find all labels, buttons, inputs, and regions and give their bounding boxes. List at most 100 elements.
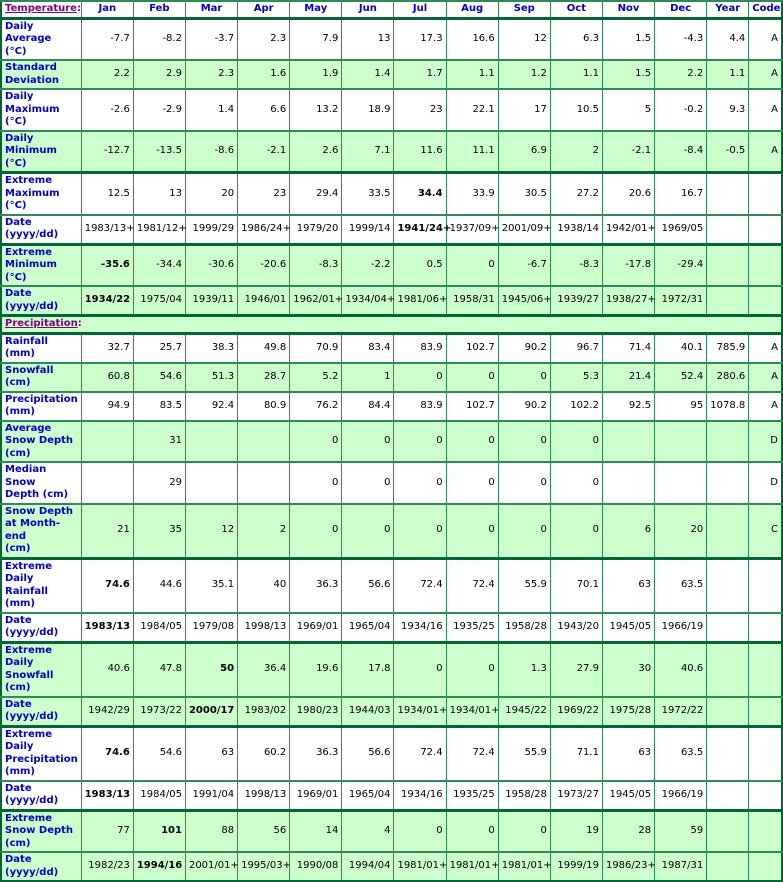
month-value-cell: -0.2 [654, 88, 707, 131]
month-value-cell: 95 [654, 390, 707, 421]
month-value-cell: 17 [497, 88, 551, 131]
table-row: Rainfall (mm) 32.7 25.7 38.3 49.8 70.9 83.4 83.… [1, 331, 782, 363]
column-header-aug: Aug [445, 0, 499, 18]
month-value-cell: 1945/06+ [497, 285, 552, 316]
column-header-feb: Feb [132, 0, 186, 18]
month-value-cell: 1975/04 [132, 285, 186, 316]
month-value-cell: 2 [237, 502, 290, 558]
month-value-cell: 1973/22 [132, 695, 186, 726]
month-value-cell: 11.6 [393, 129, 447, 173]
precipitation-section-label-colon: : [77, 318, 82, 329]
month-value-cell: 1969/22 [549, 695, 603, 726]
month-value-cell: 36.4 [237, 640, 290, 697]
table-row: Extreme Daily Rainfall (mm) 74.6 44.6 35.1 4… [1, 556, 782, 613]
month-value-cell: 94.9 [80, 390, 134, 421]
month-value-cell: 0 [445, 502, 499, 558]
month-value-cell: 1987/31 [654, 851, 707, 881]
month-value-cell: 5.3 [549, 361, 603, 392]
month-value-cell: 1969/05 [654, 213, 707, 244]
month-value-cell: -30.6 [184, 242, 238, 286]
code-cell [748, 640, 782, 697]
table-row: Date (yyyy/dd) 1934/22 1975/04 1939/11 1946/… [1, 285, 782, 316]
month-value-cell: 28.7 [237, 361, 290, 392]
month-value-cell: -2.2 [341, 242, 394, 286]
month-value-cell: 1984/05 [132, 611, 186, 642]
month-value-cell: 12 [497, 16, 551, 60]
month-value-cell: 0 [341, 461, 394, 504]
month-value-cell: 1986/24+ [237, 213, 291, 244]
code-cell: A [748, 361, 782, 392]
month-value-cell: 2.3 [237, 16, 290, 60]
month-value-cell [654, 419, 707, 462]
month-value-cell: 0 [445, 808, 499, 852]
month-value-cell: -8.2 [132, 16, 186, 60]
month-value-cell: 2.6 [289, 129, 342, 173]
month-value-cell: 54.6 [132, 361, 186, 392]
month-value-cell: 0 [393, 640, 447, 697]
column-header-dec: Dec [654, 0, 707, 18]
month-value-cell: 1979/20 [289, 213, 342, 244]
month-value-cell: 72.4 [393, 724, 447, 781]
year-value-cell [706, 461, 749, 504]
row-label: Extreme Daily Precipitation (mm) [1, 724, 82, 781]
month-value-cell: 6 [601, 502, 655, 558]
month-value-cell: 21.4 [601, 361, 655, 392]
code-cell [748, 242, 782, 286]
month-value-cell: 20 [654, 502, 707, 558]
month-value-cell: 27.9 [549, 640, 603, 697]
month-value-cell: 1983/02 [237, 695, 290, 726]
month-value-cell: 1969/01 [289, 779, 342, 810]
month-value-cell: 0 [497, 808, 551, 852]
row-label: Snow Depth at Month-end (cm) [1, 502, 82, 558]
month-value-cell: 1972/31 [654, 285, 707, 316]
precipitation-section: Precipitation: [1, 314, 782, 333]
month-value-cell: 1.4 [341, 59, 394, 89]
month-value-cell: 63.5 [654, 556, 707, 613]
month-value-cell: 1939/11 [184, 285, 238, 316]
code-cell: C [748, 502, 782, 558]
month-value-cell: 83.5 [132, 390, 186, 421]
month-value-cell: 1999/19 [549, 851, 603, 881]
month-value-cell: 25.7 [132, 331, 186, 363]
month-value-cell: 1.6 [237, 59, 290, 89]
temperature-section-header: Temperature: [1, 0, 82, 18]
month-value-cell: -2.1 [237, 129, 290, 173]
month-value-cell: 101 [132, 808, 186, 852]
month-value-cell: 0 [445, 419, 499, 462]
month-value-cell [654, 461, 707, 504]
column-header-row: Temperature: Jan Feb Mar Apr May Jun Jul… [1, 0, 782, 18]
month-value-cell: 1962/01+ [289, 285, 343, 316]
month-value-cell: 40.6 [654, 640, 707, 697]
month-value-cell: 1986/23+ [601, 851, 656, 881]
code-cell [748, 851, 782, 881]
year-value-cell: 4.4 [706, 16, 749, 60]
month-value-cell: 12.5 [80, 171, 134, 215]
table-row: Date (yyyy/dd) 1983/13+ 1981/12+ 1999/29 198… [1, 213, 782, 244]
month-value-cell: 10.5 [549, 88, 603, 131]
code-cell [748, 171, 782, 215]
code-cell: D [748, 461, 782, 504]
month-value-cell: 38.3 [184, 331, 238, 363]
column-header-jan: Jan [80, 0, 134, 18]
month-value-cell [237, 419, 290, 462]
month-value-cell: 1938/27+ [601, 285, 656, 316]
month-value-cell: 1934/16 [393, 611, 447, 642]
month-value-cell: 1946/01 [237, 285, 290, 316]
month-value-cell: 35 [132, 502, 186, 558]
month-value-cell: -8.4 [654, 129, 707, 173]
column-header-code: Code [748, 0, 782, 18]
month-value-cell: 59 [654, 808, 707, 852]
month-value-cell: 102.2 [549, 390, 603, 421]
code-cell [748, 695, 782, 726]
month-value-cell: 1958/28 [497, 779, 551, 810]
month-value-cell: 40.6 [80, 640, 134, 697]
code-cell: A [748, 59, 782, 89]
month-value-cell: 13 [341, 16, 394, 60]
month-value-cell: 13 [132, 171, 186, 215]
row-label: Date (yyyy/dd) [1, 285, 82, 316]
month-value-cell: 0 [341, 419, 394, 462]
year-value-cell [706, 808, 749, 852]
year-value-cell: 9.3 [706, 88, 749, 131]
year-value-cell: -0.5 [706, 129, 749, 173]
code-cell: A [748, 16, 782, 60]
